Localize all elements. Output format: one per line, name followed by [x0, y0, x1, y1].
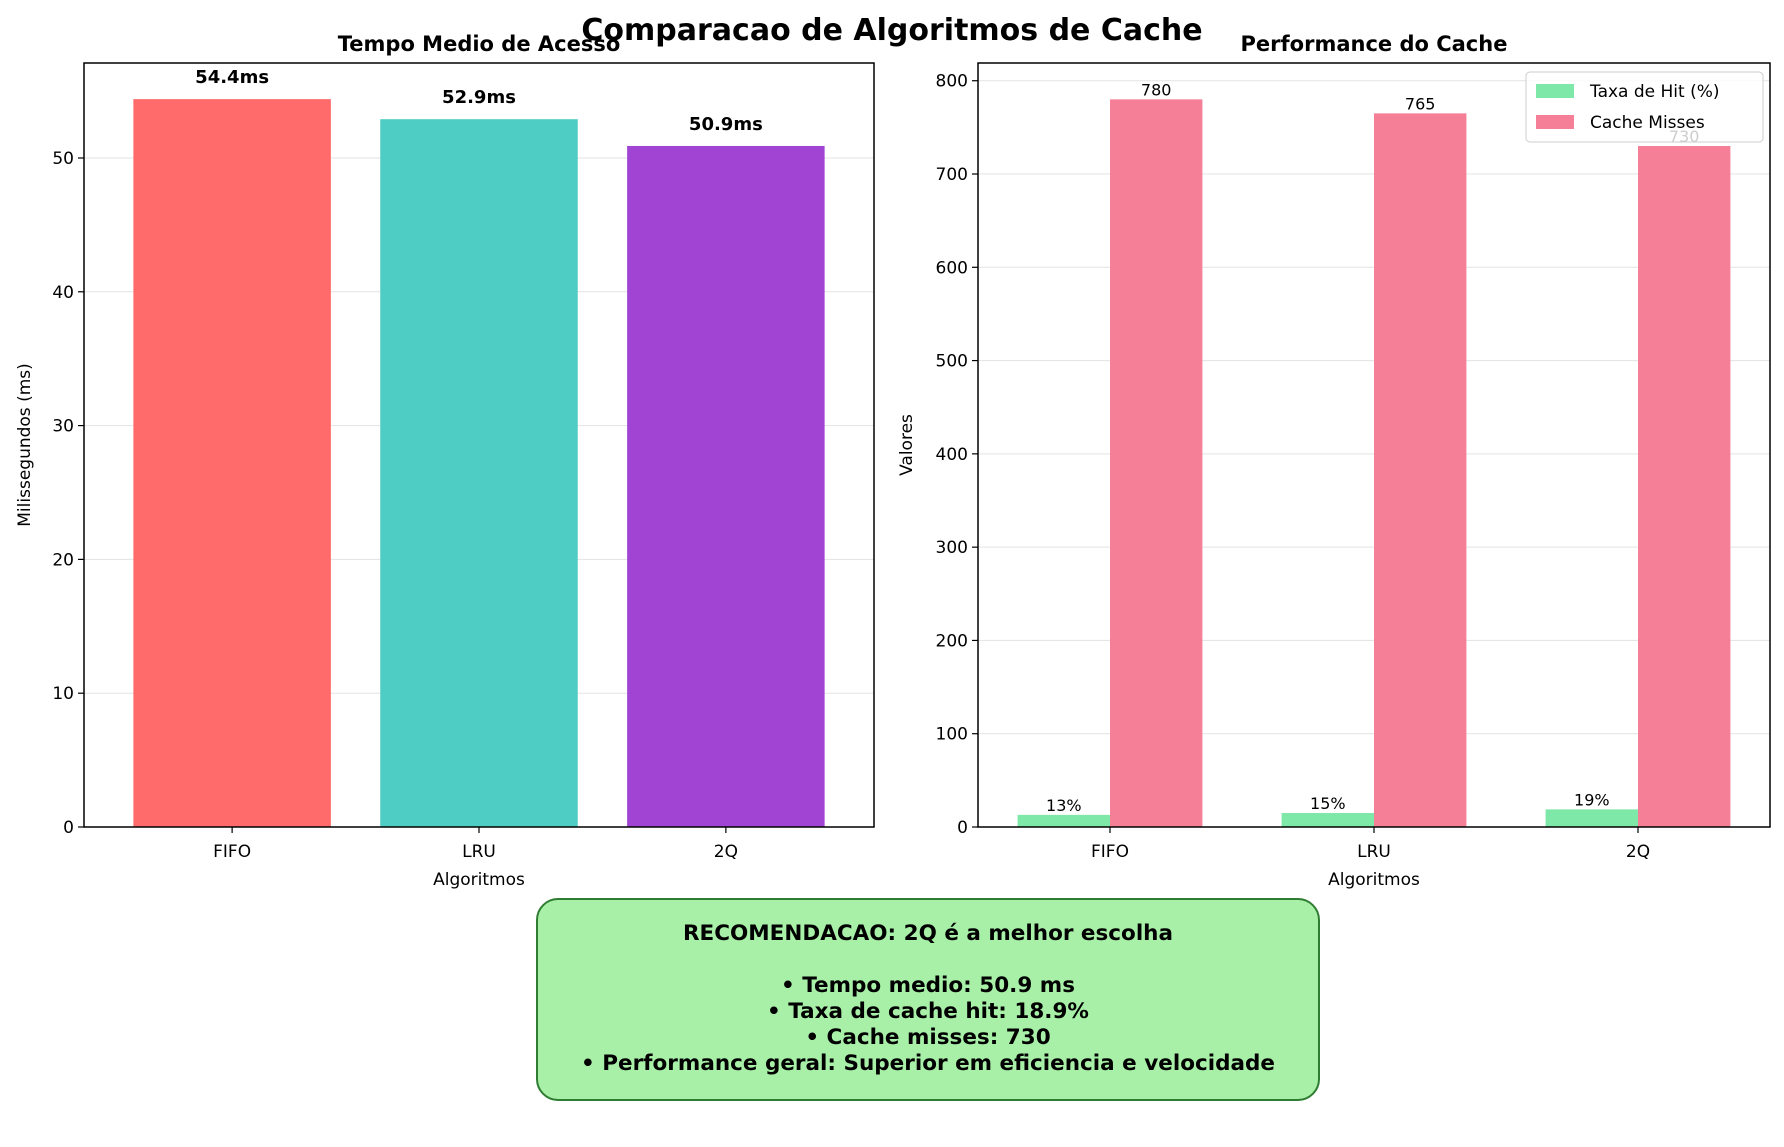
c2-xtick-label: 2Q — [1626, 842, 1650, 862]
c1-ytick-label: 50 — [52, 149, 74, 169]
recommendation-line-performance: • Performance geral: Superior em eficien… — [581, 1051, 1275, 1076]
recommendation-box: RECOMENDACAO: 2Q é a melhor escolha • Te… — [536, 898, 1320, 1101]
c2-ytick-label: 600 — [936, 258, 968, 278]
c1-ytick-label: 20 — [52, 550, 74, 570]
c1-bar — [380, 119, 578, 827]
c1-x-axis-label: Algoritmos — [433, 870, 525, 890]
c2-ytick-label: 200 — [936, 631, 968, 651]
c2-legend-label: Taxa de Hit (%) — [1589, 82, 1720, 102]
c2-bar-misses — [1638, 146, 1731, 827]
c2-y-axis-label: Valores — [897, 414, 917, 476]
c2-legend-frame — [1525, 71, 1764, 143]
c1-bar-value-label: 52.9ms — [442, 87, 516, 108]
recommendation-line-hit-rate: • Taxa de cache hit: 18.9% — [767, 999, 1089, 1024]
c2-bar-value-label: 15% — [1310, 794, 1346, 813]
recommendation-title: RECOMENDACAO: 2Q é a melhor escolha — [682, 921, 1174, 946]
c2-title: Performance do Cache — [1241, 32, 1508, 56]
c2-ytick-label: 500 — [936, 352, 968, 372]
c2-ytick-label: 400 — [936, 445, 968, 465]
c1-y-axis-label: Milissegundos (ms) — [15, 363, 35, 526]
chart-tempo-medio: 54.4ms 52.9ms 50.9ms 0 10 20 30 40 50 FIFO LRU 2Q Al… — [15, 32, 875, 890]
c2-bar-value-label: 765 — [1405, 94, 1436, 113]
recommendation-line-time: • Tempo medio: 50.9 ms — [781, 973, 1075, 998]
c2-ytick-label: 800 — [936, 72, 968, 92]
c1-axes-frame — [83, 62, 875, 828]
c2-xtick-label: FIFO — [1091, 842, 1129, 862]
c2-legend-label: Cache Misses — [1590, 113, 1705, 133]
recommendation-lines: • Tempo medio: 50.9 ms • Taxa de cache h… — [538, 973, 1318, 1077]
c1-ytick-label: 0 — [63, 818, 74, 838]
c2-bar-value-label: 13% — [1046, 796, 1082, 815]
c1-ytick-label: 30 — [52, 417, 74, 437]
c1-bar — [133, 99, 331, 827]
c2-axes-frame — [977, 62, 1771, 828]
c2-xtick-label: LRU — [1357, 842, 1391, 862]
figure-suptitle: Comparacao de Algoritmos de Cache — [581, 13, 1202, 48]
c1-ytick-label: 40 — [52, 283, 74, 303]
c2-bar-misses — [1374, 113, 1467, 827]
c1-title: Tempo Medio de Acesso — [338, 32, 621, 56]
c1-bar-value-label: 54.4ms — [195, 67, 269, 88]
recommendation-line-misses: • Cache misses: 730 — [805, 1025, 1051, 1050]
c2-legend: Taxa de Hit (%) Cache Misses — [1525, 71, 1764, 143]
c1-xtick-label: FIFO — [213, 842, 251, 862]
c1-bar — [627, 145, 825, 827]
c1-ytick-label: 10 — [52, 684, 74, 704]
c2-ytick-label: 100 — [936, 725, 968, 745]
c1-bar-value-label: 50.9ms — [689, 114, 763, 135]
c2-bar-hit-rate — [1545, 809, 1638, 827]
c2-x-axis-label: Algoritmos — [1328, 870, 1420, 890]
chart-performance-cache: 13%15%19%7807657300100200300400500600700… — [897, 32, 1771, 890]
c2-bar-value-label: 780 — [1141, 80, 1172, 99]
c2-ytick-label: 0 — [957, 818, 968, 838]
c2-legend-swatch — [1536, 84, 1574, 98]
c2-bar-value-label: 19% — [1574, 790, 1610, 809]
c1-xtick-label: LRU — [462, 842, 496, 862]
c2-ytick-label: 300 — [936, 538, 968, 558]
c2-bar-hit-rate — [1017, 814, 1110, 827]
c2-legend-swatch — [1536, 115, 1574, 129]
c2-bar-misses — [1110, 99, 1203, 827]
c1-xtick-label: 2Q — [714, 842, 738, 862]
c2-ytick-label: 700 — [936, 165, 968, 185]
c2-bar-hit-rate — [1281, 813, 1374, 827]
